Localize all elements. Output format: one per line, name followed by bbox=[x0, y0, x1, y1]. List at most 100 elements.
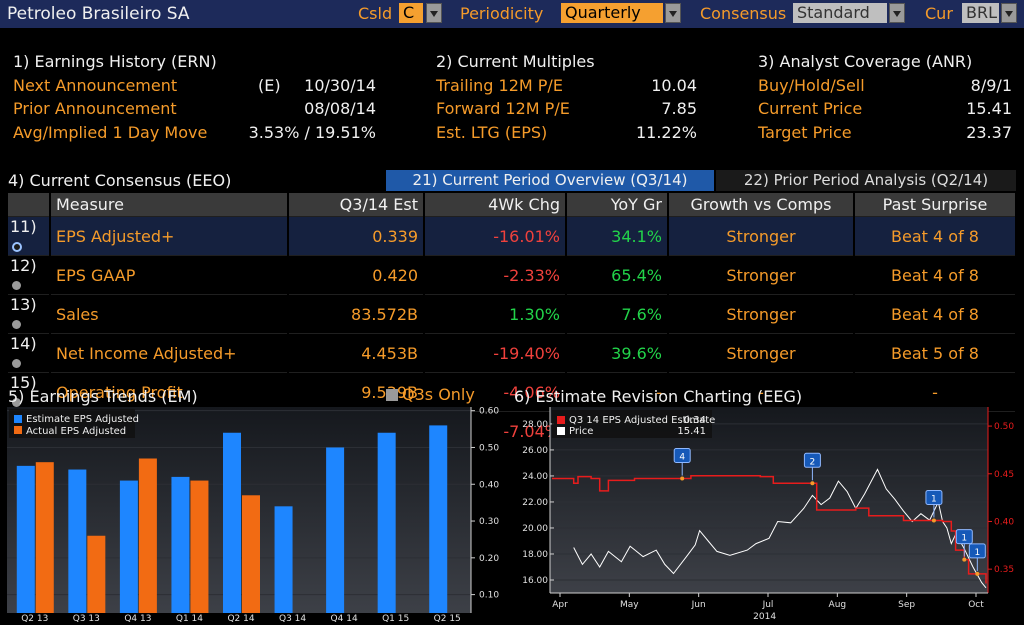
row-4wk-chg: 1.30% bbox=[424, 294, 567, 334]
row-radio-icon[interactable] bbox=[12, 359, 21, 368]
y-tick-label: 0.30 bbox=[479, 517, 499, 527]
bar-estimate-eps[interactable] bbox=[377, 432, 396, 613]
x-tick-label: Q1 15 bbox=[382, 614, 409, 624]
bar-estimate-eps[interactable] bbox=[326, 447, 345, 613]
bar-actual-eps[interactable] bbox=[138, 458, 157, 614]
row-number[interactable]: 11) bbox=[8, 216, 51, 256]
bar-estimate-eps[interactable] bbox=[223, 432, 241, 613]
col-header-yoy[interactable]: YoY Gr bbox=[566, 193, 669, 217]
row-4wk-chg: -2.33% bbox=[424, 255, 567, 295]
current-consensus-title[interactable]: 4) Current Consensus (EEO) bbox=[8, 171, 232, 190]
revision-marker[interactable]: 2 bbox=[803, 452, 821, 481]
tab-prior-period[interactable]: 22) Prior Period Analysis (Q2/14) bbox=[716, 170, 1016, 191]
ltg-value: 11.22% bbox=[635, 123, 697, 142]
legend-price-value: 15.41 bbox=[677, 426, 706, 437]
row-estimate: 4.453B bbox=[288, 333, 425, 373]
estimate-line[interactable] bbox=[552, 474, 987, 584]
revision-marker-box[interactable] bbox=[673, 448, 691, 464]
row-measure[interactable]: Net Income Adjusted+ bbox=[50, 333, 289, 373]
row-radio-icon[interactable] bbox=[12, 241, 22, 252]
row-4wk-chg: -19.40% bbox=[424, 333, 567, 373]
bar-estimate-eps[interactable] bbox=[429, 425, 448, 613]
security-title: Petroleo Brasileiro SA bbox=[7, 4, 190, 24]
estimate-revision-title[interactable]: 6) Estimate Revision Charting (EEG) bbox=[514, 387, 803, 406]
table-header-row: Measure Q3/14 Est 4Wk Chg YoY Gr Growth … bbox=[8, 193, 1017, 217]
row-number[interactable]: 13) bbox=[8, 294, 51, 334]
table-row[interactable]: 14) Net Income Adjusted+ 4.453B -19.40% 39.6… bbox=[8, 333, 1017, 373]
left-tick-label: 20.00 bbox=[522, 524, 548, 534]
earnings-trends-title[interactable]: 5) Earnings Trends (EM) bbox=[8, 387, 198, 406]
chart-legend: Estimate EPS Adjusted Actual EPS Adjuste… bbox=[9, 409, 139, 438]
earnings-history-title[interactable]: 1) Earnings History (ERN) bbox=[13, 52, 217, 71]
row-radio-icon[interactable] bbox=[12, 281, 21, 290]
row-measure[interactable]: Sales bbox=[50, 294, 289, 334]
row-number[interactable]: 12) bbox=[8, 255, 51, 295]
x-tick-label: Q4 13 bbox=[124, 614, 151, 624]
bar-estimate-eps[interactable] bbox=[119, 480, 138, 613]
left-tick-label: 18.00 bbox=[522, 550, 548, 560]
bar-estimate-eps[interactable] bbox=[274, 506, 293, 613]
col-header-4wk-chg[interactable]: 4Wk Chg bbox=[424, 193, 567, 217]
consensus-select[interactable]: Standard bbox=[793, 3, 887, 23]
next-announcement-value: 10/30/14 bbox=[304, 76, 376, 95]
current-multiples-title: 2) Current Multiples bbox=[436, 52, 595, 71]
bar-actual-eps[interactable] bbox=[87, 535, 106, 613]
prior-announcement-value: 08/08/14 bbox=[304, 99, 376, 118]
row-growth-vs-comps: - bbox=[668, 372, 855, 412]
q3s-only-checkbox[interactable] bbox=[386, 389, 398, 401]
revision-point bbox=[962, 557, 967, 562]
bar-estimate-eps[interactable] bbox=[68, 469, 87, 613]
q3s-only-label[interactable]: Q3s Only bbox=[402, 385, 475, 404]
bar-estimate-eps[interactable] bbox=[171, 476, 190, 613]
periodicity-select[interactable]: Quarterly bbox=[561, 3, 663, 23]
bar-actual-eps[interactable] bbox=[35, 462, 54, 613]
x-tick-label: May bbox=[620, 600, 639, 610]
right-tick-label: 0.45 bbox=[994, 470, 1014, 480]
col-header-past-surprise[interactable]: Past Surprise bbox=[854, 193, 1017, 217]
row-number[interactable]: 14) bbox=[8, 333, 51, 373]
revision-marker[interactable]: 1 bbox=[968, 543, 986, 571]
table-row[interactable]: 13) Sales 83.572B 1.30% 7.6% Stronger Beat 4 o… bbox=[8, 294, 1017, 334]
col-header-measure[interactable]: Measure bbox=[50, 193, 289, 217]
table-row[interactable]: 12) EPS GAAP 0.420 -2.33% 65.4% Stronger Beat … bbox=[8, 255, 1017, 295]
periodicity-dropdown-icon[interactable] bbox=[665, 3, 681, 23]
tab-current-period[interactable]: 21) Current Period Overview (Q3/14) bbox=[386, 170, 714, 191]
revision-marker[interactable]: 1 bbox=[925, 490, 943, 518]
table-row[interactable]: 11) EPS Adjusted+ 0.339 -16.01% 34.1% Stronge… bbox=[8, 216, 1017, 256]
row-4wk-chg: -4.06% bbox=[424, 372, 567, 412]
table-row[interactable]: 15)Operating Profit9.539B-4.06%--- bbox=[8, 372, 1017, 412]
row-measure[interactable]: EPS Adjusted+ bbox=[50, 216, 289, 256]
currency-dropdown-icon[interactable] bbox=[1001, 3, 1017, 23]
left-tick-label: 16.00 bbox=[522, 576, 548, 586]
currency-select[interactable]: BRL bbox=[962, 3, 999, 23]
revision-marker[interactable]: 4 bbox=[673, 448, 691, 476]
col-header-growth-vs-comps[interactable]: Growth vs Comps bbox=[668, 193, 855, 217]
x-axis-year: 2014 bbox=[753, 612, 776, 622]
bar-estimate-eps[interactable] bbox=[16, 465, 35, 613]
legend-swatch-estimate bbox=[14, 415, 22, 423]
x-tick-label: Q4 14 bbox=[331, 614, 358, 624]
analyst-coverage-title[interactable]: 3) Analyst Coverage (ANR) bbox=[758, 52, 973, 71]
row-number[interactable]: 15) bbox=[8, 372, 51, 412]
row-past-surprise: Beat 4 of 8 bbox=[854, 294, 1017, 334]
consensus-dropdown-icon[interactable] bbox=[889, 3, 905, 23]
bar-actual-eps[interactable] bbox=[190, 480, 209, 613]
revision-marker[interactable]: 1 bbox=[955, 529, 973, 557]
col-header-estimate[interactable]: Q3/14 Est bbox=[288, 193, 425, 217]
row-radio-icon[interactable] bbox=[12, 398, 21, 407]
revision-marker-box[interactable] bbox=[955, 529, 973, 545]
bar-actual-eps[interactable] bbox=[242, 495, 260, 613]
buy-hold-sell-label: Buy/Hold/Sell bbox=[758, 76, 865, 95]
row-measure[interactable]: Operating Profit bbox=[50, 372, 289, 412]
price-line[interactable] bbox=[573, 468, 987, 589]
left-tick-label: 26.00 bbox=[522, 446, 548, 456]
csld-select[interactable]: C bbox=[399, 3, 423, 23]
x-tick-label: Q2 13 bbox=[21, 614, 48, 624]
row-measure[interactable]: EPS GAAP bbox=[50, 255, 289, 295]
row-radio-icon[interactable] bbox=[12, 320, 21, 329]
csld-dropdown-icon[interactable] bbox=[426, 3, 442, 23]
revision-marker-box[interactable] bbox=[803, 452, 821, 468]
revision-point bbox=[975, 571, 980, 576]
legend-estimate: Q3 14 EPS Adjusted Estimate bbox=[569, 415, 715, 426]
next-announcement-label: Next Announcement bbox=[13, 76, 178, 95]
